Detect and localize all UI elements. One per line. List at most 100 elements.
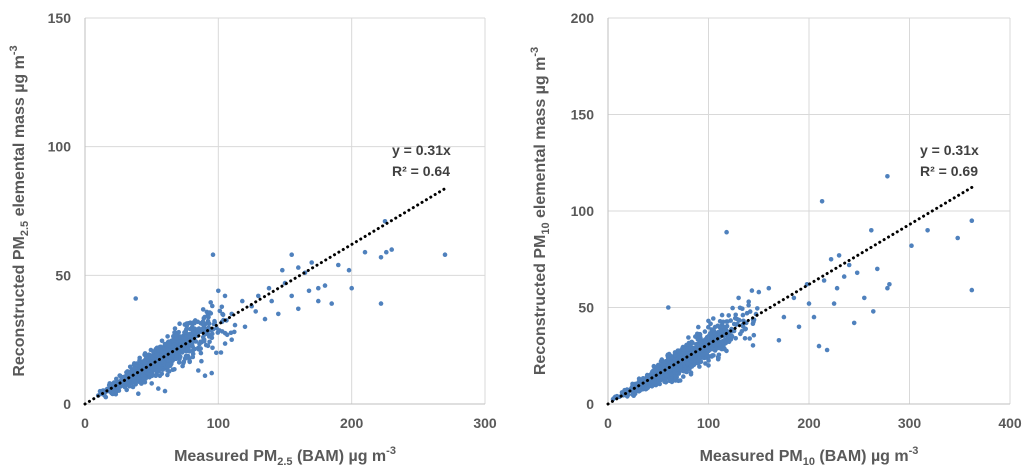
data-point	[749, 288, 755, 293]
data-point	[836, 253, 842, 258]
data-point	[969, 218, 975, 223]
data-point	[862, 295, 867, 301]
data-point	[156, 386, 161, 391]
x-axis-title-part: Measured PM	[174, 448, 277, 465]
data-point	[791, 295, 797, 301]
data-point	[831, 301, 837, 306]
data-point	[349, 285, 355, 291]
x-axis-title-part: (BAM) µg m	[293, 448, 387, 465]
data-point	[885, 285, 890, 291]
data-point	[162, 388, 168, 394]
data-point	[150, 355, 155, 360]
data-point	[182, 330, 187, 335]
data-point	[746, 302, 751, 308]
data-point	[280, 267, 285, 273]
data-point	[819, 199, 825, 204]
data-point	[181, 359, 187, 365]
data-point	[706, 363, 711, 368]
data-point	[157, 373, 163, 379]
data-point	[733, 312, 738, 318]
data-point	[165, 368, 170, 373]
data-point	[704, 351, 710, 357]
data-point	[154, 352, 160, 357]
data-point	[208, 300, 213, 305]
data-point	[177, 321, 182, 327]
trendline-r2: R² = 0.64	[392, 163, 450, 179]
data-point	[669, 354, 674, 360]
data-point	[214, 325, 219, 331]
data-point	[117, 373, 122, 378]
data-point	[716, 355, 721, 361]
data-point	[702, 329, 708, 334]
data-point	[696, 324, 701, 330]
data-point	[255, 293, 261, 299]
data-point	[747, 336, 752, 341]
data-point	[222, 341, 228, 346]
data-point	[220, 312, 226, 318]
data-point	[103, 394, 109, 400]
data-point	[296, 265, 301, 270]
y-axis-title-part: -3	[529, 47, 541, 57]
data-point	[969, 287, 975, 293]
data-point	[190, 348, 196, 354]
data-point	[706, 358, 711, 363]
data-point	[681, 347, 686, 353]
data-point	[885, 174, 890, 179]
x-tick-label: 100	[207, 415, 231, 431]
data-point	[191, 330, 197, 336]
data-point	[652, 379, 657, 385]
data-point	[165, 372, 170, 378]
data-point	[165, 348, 171, 353]
data-point	[659, 374, 665, 379]
data-point	[686, 346, 691, 352]
data-point	[656, 362, 661, 368]
data-point	[636, 376, 642, 382]
data-point	[740, 312, 746, 318]
x-tick-label: 300	[898, 415, 922, 431]
data-point	[875, 266, 880, 272]
data-point	[714, 333, 720, 339]
data-point	[210, 252, 216, 257]
x-axis-title: Measured PM2.5 (BAM) µg m-3	[174, 445, 396, 468]
data-point	[187, 326, 193, 332]
data-point	[170, 338, 175, 344]
data-point	[178, 354, 183, 360]
data-point	[851, 320, 857, 326]
data-point	[210, 345, 215, 351]
data-point	[668, 361, 673, 367]
data-point	[925, 228, 930, 233]
y-tick-label: 50	[578, 300, 594, 316]
data-point	[746, 299, 751, 305]
y-tick-label: 150	[48, 10, 72, 26]
y-axis-title-part: -3	[8, 45, 20, 55]
data-point	[132, 379, 138, 384]
data-point	[811, 314, 817, 320]
data-point	[711, 316, 716, 321]
data-point	[653, 368, 659, 373]
data-point	[176, 329, 181, 335]
data-point	[730, 305, 735, 311]
data-point	[316, 285, 321, 291]
data-point	[691, 362, 697, 368]
data-point	[149, 381, 154, 386]
data-point	[737, 305, 743, 311]
y-tick-label: 200	[571, 10, 595, 26]
data-point	[210, 303, 215, 309]
data-point	[384, 249, 389, 255]
data-point	[269, 298, 275, 304]
data-point	[751, 332, 757, 338]
data-point	[168, 361, 174, 367]
data-point	[160, 359, 165, 365]
data-point	[681, 374, 686, 379]
data-point	[668, 376, 673, 381]
data-point	[690, 346, 695, 351]
data-point	[378, 301, 384, 306]
data-point	[106, 382, 112, 388]
data-point	[686, 335, 691, 340]
y-tick-label: 50	[55, 267, 71, 283]
x-axis-title-part: 10	[803, 456, 815, 468]
data-point	[232, 322, 238, 328]
data-point	[142, 360, 147, 366]
data-point	[276, 311, 281, 317]
data-point	[199, 358, 204, 364]
